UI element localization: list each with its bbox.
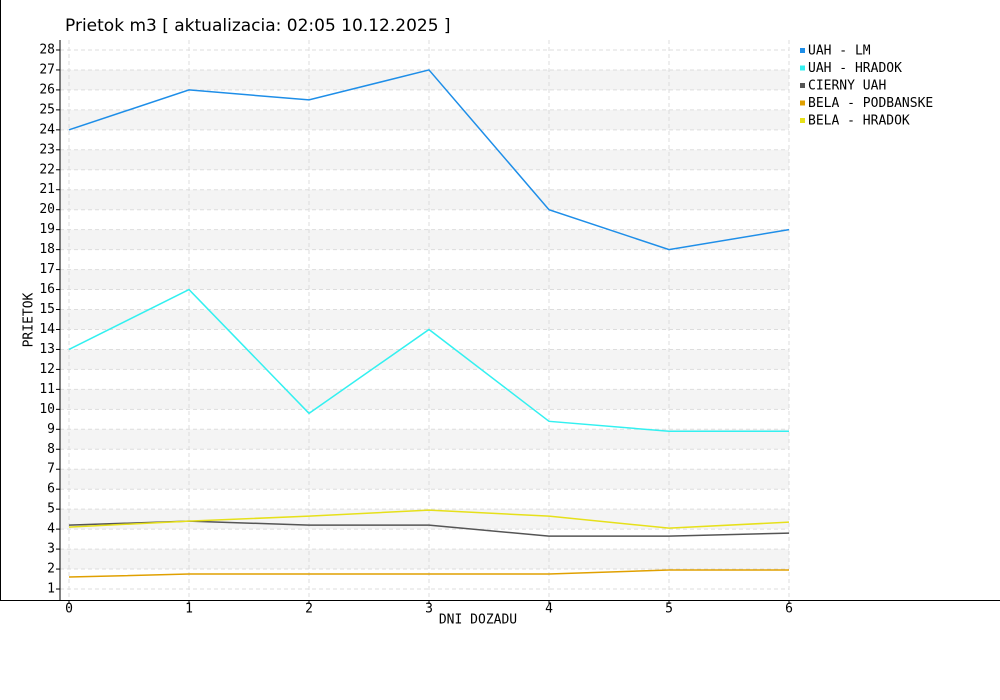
legend-swatch <box>800 118 805 123</box>
x-axis-label: DNI DOZADU <box>439 613 517 628</box>
y-tick-label: 24 <box>39 122 55 137</box>
y-tick-label: 14 <box>39 322 55 337</box>
y-tick-label: 5 <box>47 502 55 517</box>
y-tick-label: 12 <box>39 362 55 377</box>
legend-swatch <box>800 83 805 88</box>
grid-band <box>60 109 789 130</box>
legend-swatch <box>800 65 805 71</box>
grid-band <box>60 429 789 450</box>
legend-label: CIERNY UAH <box>808 79 886 94</box>
x-tick-label: 2 <box>305 602 313 617</box>
y-tick-label: 25 <box>39 102 55 117</box>
y-tick-label: 1 <box>47 582 55 597</box>
y-tick-label: 15 <box>39 302 55 317</box>
y-tick-label: 9 <box>47 422 55 437</box>
grid-band <box>60 389 789 410</box>
y-tick-label: 23 <box>39 142 55 157</box>
x-tick-label: 4 <box>545 602 553 617</box>
y-tick-label: 18 <box>39 242 55 257</box>
y-tick-label: 3 <box>47 542 55 557</box>
y-tick-label: 7 <box>47 462 55 477</box>
y-tick-label: 26 <box>39 82 55 97</box>
series-line <box>68 509 790 529</box>
y-tick-label: 8 <box>47 442 55 457</box>
y-axis-label: PRIETOK <box>22 292 37 347</box>
legend-label: UAH - LM <box>808 44 871 59</box>
y-tick-label: 27 <box>39 62 55 77</box>
y-tick-label: 17 <box>39 262 55 277</box>
grid-band <box>60 269 789 290</box>
y-tick-label: 20 <box>39 202 55 217</box>
y-tick-label: 19 <box>39 222 55 237</box>
y-tick-label: 2 <box>47 562 55 577</box>
y-tick-label: 28 <box>39 42 55 57</box>
grid-band <box>60 549 789 570</box>
y-tick-label: 21 <box>39 182 55 197</box>
grid-band <box>60 349 789 370</box>
x-tick-label: 5 <box>665 602 673 617</box>
grid-band <box>60 149 789 170</box>
legend-label: BELA - HRADOK <box>808 114 910 129</box>
y-tick-label: 11 <box>39 382 55 397</box>
legend-label: UAH - HRADOK <box>808 61 902 76</box>
x-tick-label: 6 <box>785 602 793 617</box>
grid-band <box>60 229 789 250</box>
grid-band <box>60 469 789 490</box>
y-tick-label: 6 <box>47 482 55 497</box>
series-line <box>68 288 789 433</box>
y-tick-label: 4 <box>47 522 55 537</box>
grid-band <box>60 69 789 90</box>
x-tick-label: 3 <box>425 602 433 617</box>
chart-title: Prietok m3 [ aktualizacia: 02:05 10.12.2… <box>65 16 451 36</box>
x-tick-label: 0 <box>65 602 73 617</box>
series-line <box>68 569 789 578</box>
y-tick-label: 10 <box>39 402 55 417</box>
legend-label: BELA - PODBANSKE <box>808 96 933 111</box>
y-tick-label: 22 <box>39 162 55 177</box>
legend-swatch <box>800 48 805 53</box>
x-tick-label: 1 <box>185 602 193 617</box>
y-tick-label: 16 <box>39 282 55 297</box>
grid-band <box>60 189 789 210</box>
grid-band <box>60 509 789 530</box>
series-line <box>68 69 790 251</box>
y-tick-label: 13 <box>39 342 55 357</box>
legend-swatch <box>800 100 805 106</box>
grid-band <box>60 309 789 330</box>
